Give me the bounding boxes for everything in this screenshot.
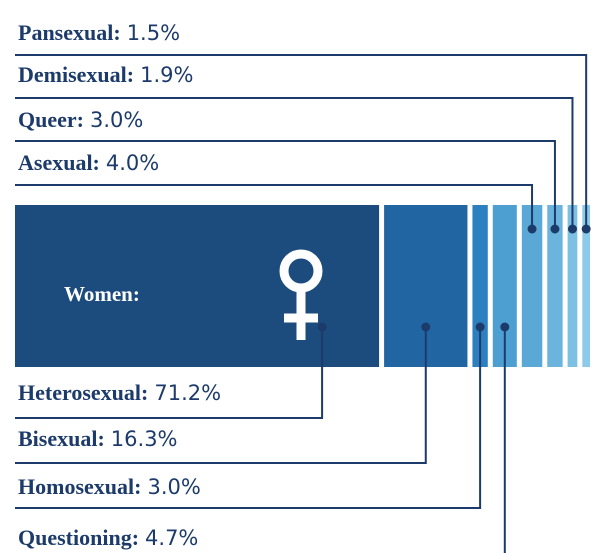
bar-segment (547, 205, 563, 367)
leader-line (15, 184, 534, 229)
bar-segment (521, 205, 543, 367)
leader-line (15, 327, 482, 509)
segment-label: Heterosexual: 71.2% (18, 380, 221, 405)
leader-line (15, 97, 574, 229)
segment-value: 4.0% (106, 151, 159, 175)
leader-dot (567, 224, 577, 234)
segment-name: Homosexual: (18, 474, 141, 499)
bar-group (15, 205, 590, 367)
segment-label: Asexual: 4.0% (18, 150, 159, 175)
group-label: Women: (64, 282, 140, 306)
segment-value: 3.0% (147, 475, 200, 499)
leader-dot (581, 224, 591, 234)
segment-name: Bisexual: (18, 426, 105, 451)
segment-name: Heterosexual: (18, 380, 148, 405)
segment-value: 4.7% (145, 526, 198, 550)
segment-label: Bisexual: 16.3% (18, 426, 178, 451)
segment-name: Demisexual: (18, 62, 134, 87)
leader-dot (527, 224, 537, 234)
segment-label: Queer: 3.0% (18, 107, 143, 132)
segment-name: Questioning: (18, 525, 139, 550)
bar-segment (567, 205, 578, 367)
segment-name: Pansexual: (18, 20, 121, 45)
segment-name: Asexual: (18, 150, 100, 175)
female-icon (279, 249, 323, 340)
segment-label: Homosexual: 3.0% (18, 474, 201, 499)
leader-line (15, 327, 427, 464)
segment-name: Queer: (18, 107, 84, 132)
leader-dot (500, 322, 510, 332)
segment-value: 16.3% (111, 427, 178, 451)
leader-dot (317, 322, 327, 332)
leader-line (15, 140, 556, 229)
segment-value: 1.5% (127, 21, 180, 45)
bar-segment (15, 205, 380, 367)
leader-line (15, 54, 588, 229)
segment-label: Pansexual: 1.5% (18, 20, 180, 45)
bar-segment (582, 205, 590, 367)
segment-value: 71.2% (154, 381, 221, 405)
segment-value: 1.9% (140, 63, 193, 87)
segment-value: 3.0% (90, 108, 143, 132)
leader-dot (550, 224, 560, 234)
leader-dot (421, 322, 431, 332)
segment-label: Demisexual: 1.9% (18, 62, 193, 87)
segment-label: Questioning: 4.7% (18, 525, 198, 550)
leader-line (15, 327, 324, 419)
leader-dot (475, 322, 485, 332)
